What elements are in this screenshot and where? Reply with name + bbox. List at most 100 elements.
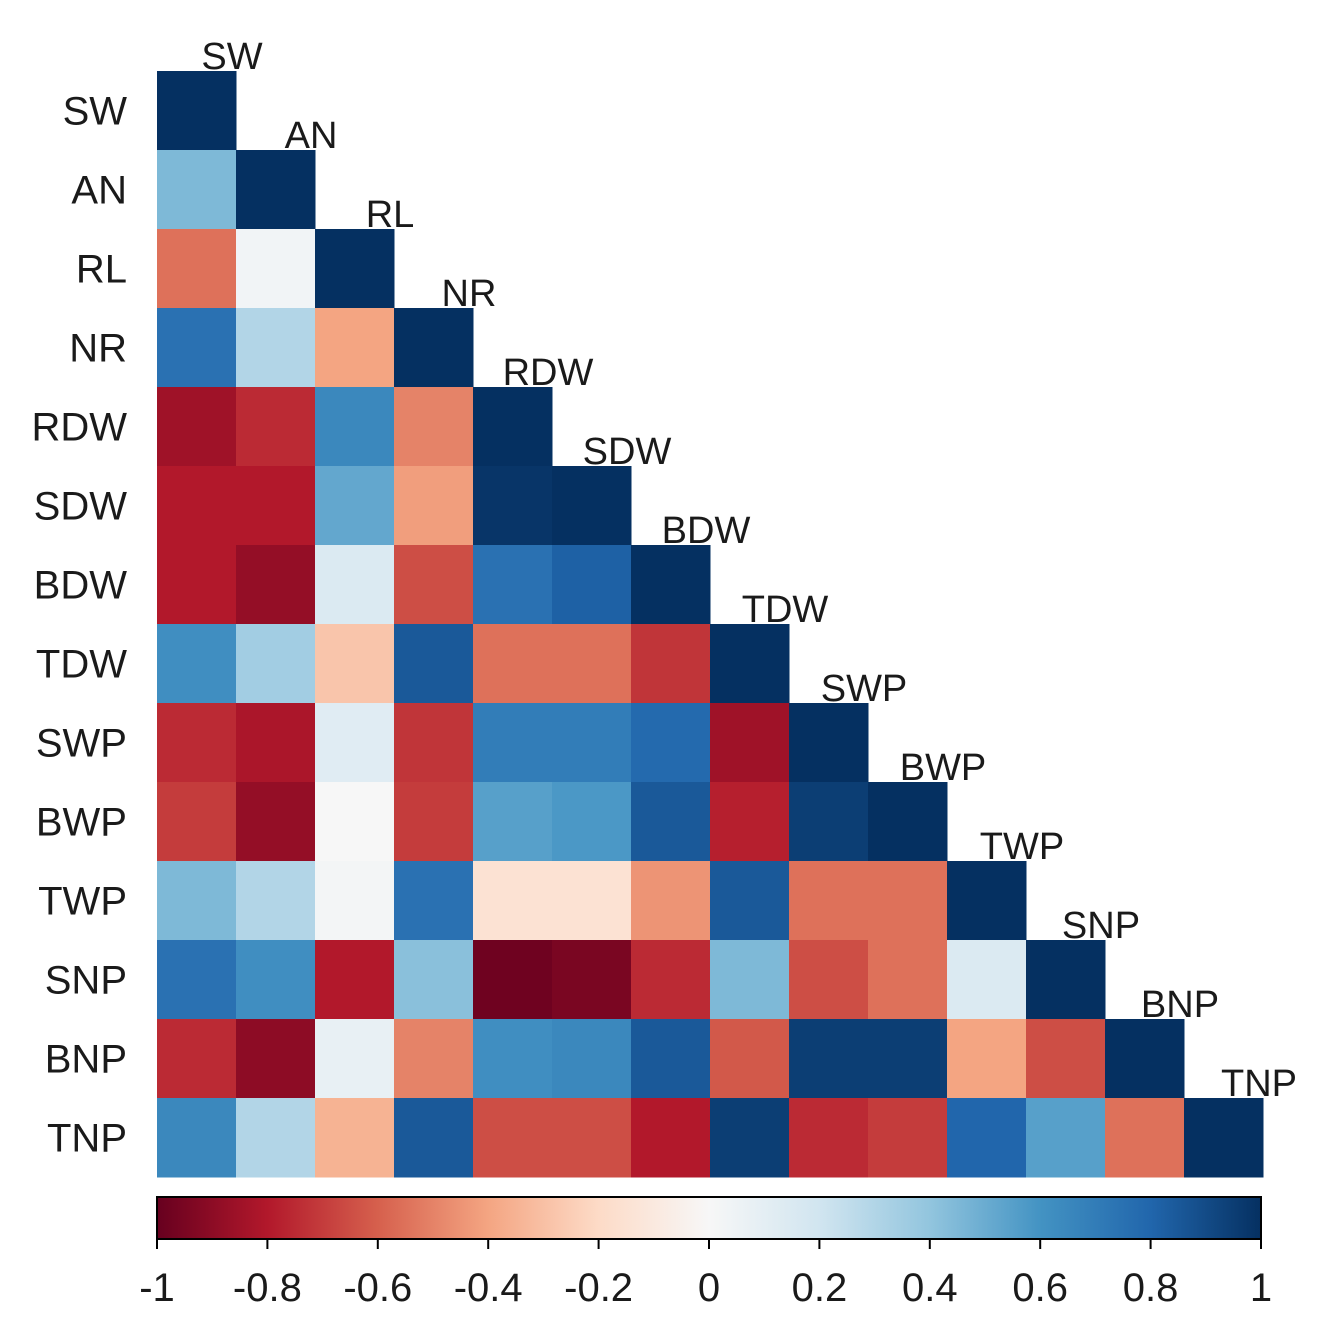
cell-tnp-sw xyxy=(157,1098,237,1178)
cell-snp-sw xyxy=(157,940,237,1020)
colorbar-tick-label: 0.8 xyxy=(1123,1266,1179,1310)
row-label-tnp: TNP xyxy=(47,1117,127,1161)
cell-bnp-rl xyxy=(315,1019,395,1099)
cell-bdw-rdw xyxy=(473,545,553,625)
cell-bnp-sw xyxy=(157,1019,237,1099)
cell-rdw-rdw xyxy=(473,387,553,467)
row-label-an: AN xyxy=(71,169,127,213)
row-label-sdw: SDW xyxy=(34,485,128,529)
cell-tdw-tdw xyxy=(710,624,790,704)
cell-twp-bwp xyxy=(868,861,948,941)
cell-swp-an xyxy=(236,703,316,783)
colorbar-tick-label: -0.8 xyxy=(233,1266,302,1310)
cell-tdw-an xyxy=(236,624,316,704)
cell-tnp-bnp xyxy=(1105,1098,1185,1178)
cell-bdw-sdw xyxy=(552,545,632,625)
cell-bnp-bdw xyxy=(631,1019,711,1099)
cell-swp-sdw xyxy=(552,703,632,783)
colorbar-tick-label: 1 xyxy=(1250,1266,1272,1310)
cell-bwp-rdw xyxy=(473,782,553,862)
cell-twp-rdw xyxy=(473,861,553,941)
cell-bnp-sdw xyxy=(552,1019,632,1099)
colorbar-tick-label: -0.4 xyxy=(454,1266,523,1310)
cell-bnp-bwp xyxy=(868,1019,948,1099)
colorbar-tick-label: -1 xyxy=(139,1266,175,1310)
cell-bnp-bnp xyxy=(1105,1019,1185,1099)
cell-snp-an xyxy=(236,940,316,1020)
col-label-sw: SW xyxy=(201,36,262,78)
cell-tnp-tnp xyxy=(1184,1098,1264,1178)
cell-bnp-tdw xyxy=(710,1019,790,1099)
cell-bwp-swp xyxy=(789,782,869,862)
cell-twp-tdw xyxy=(710,861,790,941)
cell-rdw-an xyxy=(236,387,316,467)
cell-tnp-swp xyxy=(789,1098,869,1178)
cell-twp-nr xyxy=(394,861,474,941)
cell-tdw-sdw xyxy=(552,624,632,704)
cell-bwp-sdw xyxy=(552,782,632,862)
cell-twp-sw xyxy=(157,861,237,941)
cell-rl-an xyxy=(236,229,316,309)
cell-tdw-sw xyxy=(157,624,237,704)
row-label-twp: TWP xyxy=(38,880,127,924)
cell-snp-rl xyxy=(315,940,395,1020)
cell-an-sw xyxy=(157,150,237,230)
row-labels: SW AN RL NR RDW SDW BDW TDW SWP BWP TWP SNP BNP TNP xyxy=(31,90,127,1161)
cell-sdw-an xyxy=(236,466,316,546)
row-label-bwp: BWP xyxy=(36,801,127,845)
cell-twp-rl xyxy=(315,861,395,941)
row-label-bdw: BDW xyxy=(34,564,128,608)
colorbar-tick-label: 0.4 xyxy=(902,1266,958,1310)
cell-tnp-twp xyxy=(947,1098,1027,1178)
cell-bdw-an xyxy=(236,545,316,625)
cell-bnp-snp xyxy=(1026,1019,1106,1099)
row-label-rdw: RDW xyxy=(31,406,127,450)
row-label-bnp: BNP xyxy=(45,1038,127,1082)
cell-bdw-sw xyxy=(157,545,237,625)
row-label-swp: SWP xyxy=(36,722,127,766)
cell-snp-swp xyxy=(789,940,869,1020)
col-label-snp: SNP xyxy=(1062,905,1140,947)
colorbar-tick-label: -0.6 xyxy=(343,1266,412,1310)
cell-tnp-rdw xyxy=(473,1098,553,1178)
cell-tnp-rl xyxy=(315,1098,395,1178)
cell-tnp-tdw xyxy=(710,1098,790,1178)
cell-bdw-bdw xyxy=(631,545,711,625)
col-label-bwp: BWP xyxy=(900,747,987,789)
col-label-sdw: SDW xyxy=(583,431,672,473)
colorbar-tick-label: 0.6 xyxy=(1012,1266,1068,1310)
cell-swp-tdw xyxy=(710,703,790,783)
cell-rdw-rl xyxy=(315,387,395,467)
col-label-rdw: RDW xyxy=(503,352,594,394)
cell-bnp-twp xyxy=(947,1019,1027,1099)
cell-snp-bwp xyxy=(868,940,948,1020)
cell-nr-sw xyxy=(157,308,237,388)
cell-swp-sw xyxy=(157,703,237,783)
cell-snp-nr xyxy=(394,940,474,1020)
cell-sdw-rl xyxy=(315,466,395,546)
colorbar-ticks: -1 -0.8 -0.6 -0.4 -0.2 0 0.2 0.4 0.6 0.8 1 xyxy=(139,1239,1272,1310)
col-label-an: AN xyxy=(285,115,338,157)
cell-tnp-bdw xyxy=(631,1098,711,1178)
cell-bdw-nr xyxy=(394,545,474,625)
cell-sdw-rdw xyxy=(473,466,553,546)
cell-twp-an xyxy=(236,861,316,941)
cell-snp-tdw xyxy=(710,940,790,1020)
cell-snp-rdw xyxy=(473,940,553,1020)
colorbar-tick-label: 0.2 xyxy=(792,1266,848,1310)
cell-nr-an xyxy=(236,308,316,388)
cell-snp-twp xyxy=(947,940,1027,1020)
col-label-nr: NR xyxy=(442,273,497,315)
cell-sdw-sdw xyxy=(552,466,632,546)
cell-bnp-swp xyxy=(789,1019,869,1099)
cell-bwp-bdw xyxy=(631,782,711,862)
cell-tnp-an xyxy=(236,1098,316,1178)
cell-twp-twp xyxy=(947,861,1027,941)
row-label-snp: SNP xyxy=(45,959,127,1003)
col-label-twp: TWP xyxy=(980,826,1064,868)
cell-swp-rdw xyxy=(473,703,553,783)
cell-tdw-rl xyxy=(315,624,395,704)
row-label-tdw: TDW xyxy=(36,643,127,687)
